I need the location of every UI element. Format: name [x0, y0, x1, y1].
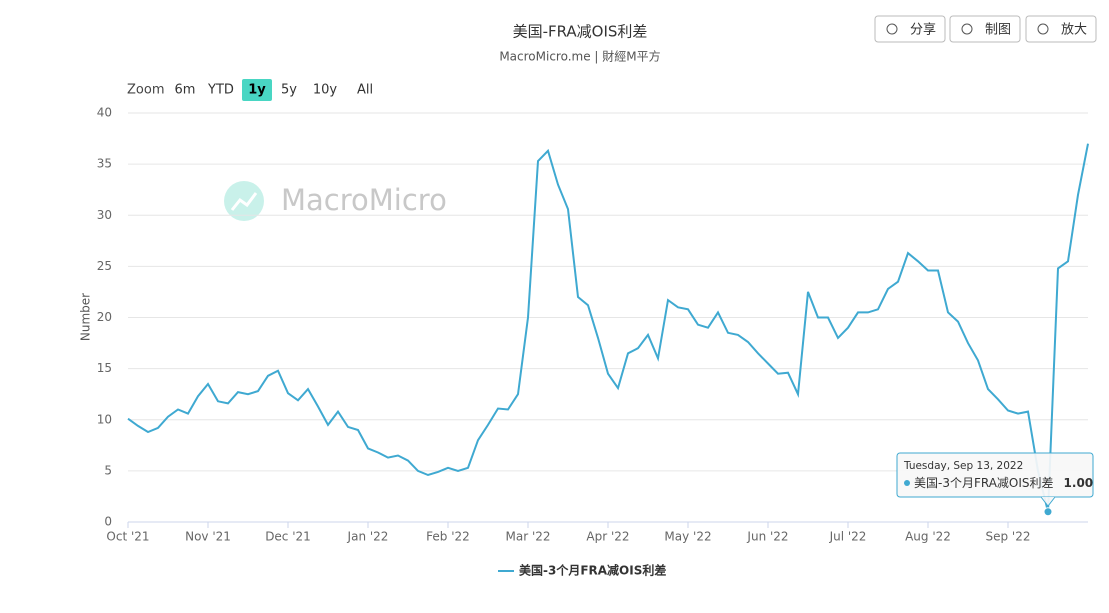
chart-title: 美国-FRA减OIS利差	[513, 23, 648, 41]
range-button[interactable]	[306, 79, 344, 101]
button-icon	[961, 23, 973, 35]
watermark: MacroMicro	[281, 183, 447, 217]
y-tick-label: 10	[97, 412, 112, 426]
x-tick-label: Oct '21	[106, 530, 149, 544]
button-label[interactable]: 分享	[910, 22, 936, 38]
range-button-label[interactable]: All	[357, 83, 373, 98]
button-icon	[886, 23, 898, 35]
x-tick-label: Jan '22	[347, 530, 389, 544]
x-tick-label: Jul '22	[829, 530, 867, 544]
button-label[interactable]: 制图	[985, 23, 1011, 38]
tooltip-pointer	[1040, 496, 1056, 507]
range-button[interactable]	[274, 79, 304, 101]
range-button[interactable]	[170, 79, 200, 101]
y-tick-label: 35	[97, 157, 112, 171]
tooltip-row: 美国-3个月FRA减OIS利差 1.00	[914, 476, 1093, 490]
tooltip-header: Tuesday, Sep 13, 2022	[903, 460, 1023, 472]
range-button-label[interactable]: YTD	[207, 83, 234, 98]
button-frame[interactable]	[1025, 15, 1097, 43]
x-tick-label: Dec '21	[265, 530, 311, 544]
y-tick-label: 20	[97, 310, 112, 324]
range-button[interactable]	[346, 79, 384, 101]
x-tick-label: Feb '22	[426, 530, 470, 544]
range-button-label[interactable]: 1y	[248, 83, 266, 98]
button-label[interactable]: 放大	[1061, 23, 1087, 38]
toolbar-button[interactable]: 制图	[949, 15, 1021, 43]
x-tick-label: Nov '21	[185, 530, 231, 544]
button-frame[interactable]	[874, 15, 946, 43]
hover-point	[1043, 507, 1053, 517]
legend-label[interactable]: 美国-3个月FRA减OIS利差	[519, 563, 666, 578]
tooltip-box	[896, 452, 1094, 498]
x-tick-label: Apr '22	[586, 530, 629, 544]
x-tick-label: Mar '22	[505, 530, 550, 544]
y-tick-label: 30	[97, 208, 112, 222]
tooltip-value: 1.00	[1064, 476, 1094, 490]
range-button[interactable]	[202, 79, 240, 101]
y-tick-label: 25	[97, 259, 112, 273]
button-frame[interactable]	[949, 15, 1021, 43]
range-button-label[interactable]: 5y	[281, 83, 297, 98]
x-tick-label: Aug '22	[905, 530, 951, 544]
y-tick-label: 15	[97, 361, 112, 375]
tooltip-dot	[904, 480, 910, 486]
zoom-label: Zoom	[127, 83, 164, 98]
y-tick-label: 0	[104, 515, 112, 529]
button-icon	[1037, 23, 1049, 35]
series-line	[127, 143, 1089, 513]
x-tick-label: Sep '22	[986, 530, 1031, 544]
watermark-logo	[224, 181, 264, 221]
watermark-logo-mark	[230, 192, 258, 211]
range-button-label[interactable]: 6m	[175, 83, 196, 98]
range-button-label[interactable]: 10y	[313, 83, 338, 98]
chart-subtitle: MacroMicro.me | 財經M平方	[499, 49, 660, 64]
toolbar-button[interactable]: 放大	[1025, 15, 1097, 43]
y-axis-label: Number	[79, 293, 93, 341]
y-tick-label: 40	[97, 106, 112, 120]
tooltip-series: 美国-3个月FRA减OIS利差	[914, 476, 1054, 490]
x-tick-label: Jun '22	[746, 530, 788, 544]
x-tick-label: May '22	[664, 530, 711, 544]
range-button[interactable]	[242, 79, 272, 101]
toolbar-button[interactable]: 分享	[874, 15, 946, 43]
y-tick-label: 5	[104, 463, 112, 477]
